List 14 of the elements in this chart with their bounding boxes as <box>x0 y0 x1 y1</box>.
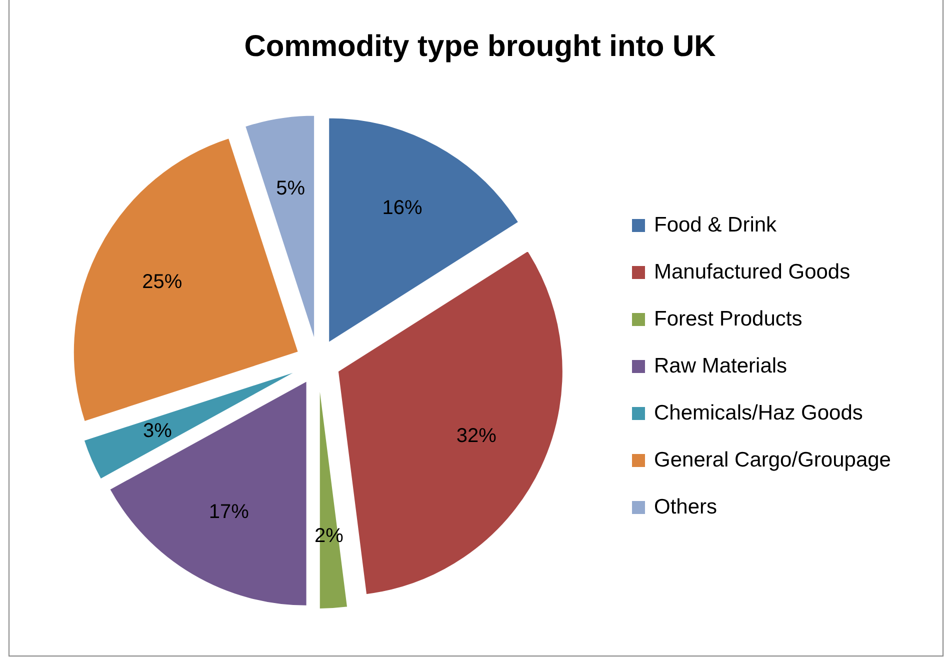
data-label: 32% <box>456 424 497 447</box>
data-label: 25% <box>142 270 182 293</box>
legend-label: Chemicals/Haz Goods <box>654 402 863 425</box>
data-label: 17% <box>208 500 250 523</box>
legend-label: General Cargo/Groupage <box>654 448 891 472</box>
legend-label: Food & Drink <box>654 214 778 237</box>
legend-label: Manufactured Goods <box>654 260 850 284</box>
data-label: 5% <box>276 177 306 200</box>
legend-label: Others <box>654 496 718 519</box>
data-label: 16% <box>382 196 423 219</box>
chart-title: Commodity type brought into UK <box>244 30 716 63</box>
legend-label: Raw Materials <box>654 354 788 378</box>
data-label: 3% <box>142 420 172 442</box>
legend-label: Forest Products <box>654 308 802 331</box>
